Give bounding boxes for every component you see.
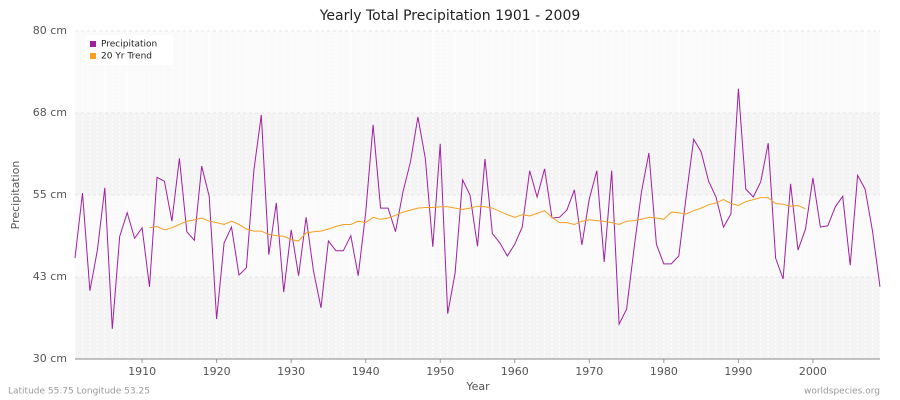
x-tick-label: 1970: [575, 365, 603, 378]
legend-swatch: [90, 53, 96, 59]
x-tick-label: 1940: [352, 365, 380, 378]
y-tick-label: 68 cm: [33, 106, 67, 119]
legend-label: 20 Yr Trend: [101, 52, 152, 62]
x-tick-label: 1980: [650, 365, 678, 378]
x-tick-label: 2000: [799, 365, 827, 378]
grid-band: [75, 113, 880, 195]
x-tick-label: 1960: [501, 365, 529, 378]
x-tick-label: 1930: [277, 365, 305, 378]
x-tick-label: 1910: [128, 365, 156, 378]
legend-box: [85, 35, 173, 65]
y-tick-label: 43 cm: [33, 270, 67, 283]
series-line: [74, 88, 881, 329]
legend: Precipitation 20 Yr Trend: [85, 35, 173, 65]
x-tick-label: 1990: [724, 365, 752, 378]
x-axis-label: Year: [465, 380, 490, 393]
legend-swatch: [90, 41, 96, 47]
y-tick-label: 55 cm: [33, 188, 67, 201]
y-axis-label: Precipitation: [9, 161, 22, 230]
footer-right: worldspecies.org: [804, 387, 880, 397]
legend-label: Precipitation: [101, 40, 157, 50]
x-tick-label: 1950: [426, 365, 454, 378]
series-line: [149, 197, 806, 242]
y-tick-label: 80 cm: [33, 24, 67, 37]
grid-band: [75, 277, 880, 359]
chart-title: Yearly Total Precipitation 1901 - 2009: [319, 8, 581, 24]
footer-left: Latitude 55.75 Longitude 53.25: [8, 387, 150, 397]
y-tick-label: 30 cm: [33, 352, 67, 365]
x-tick-label: 1920: [203, 365, 231, 378]
